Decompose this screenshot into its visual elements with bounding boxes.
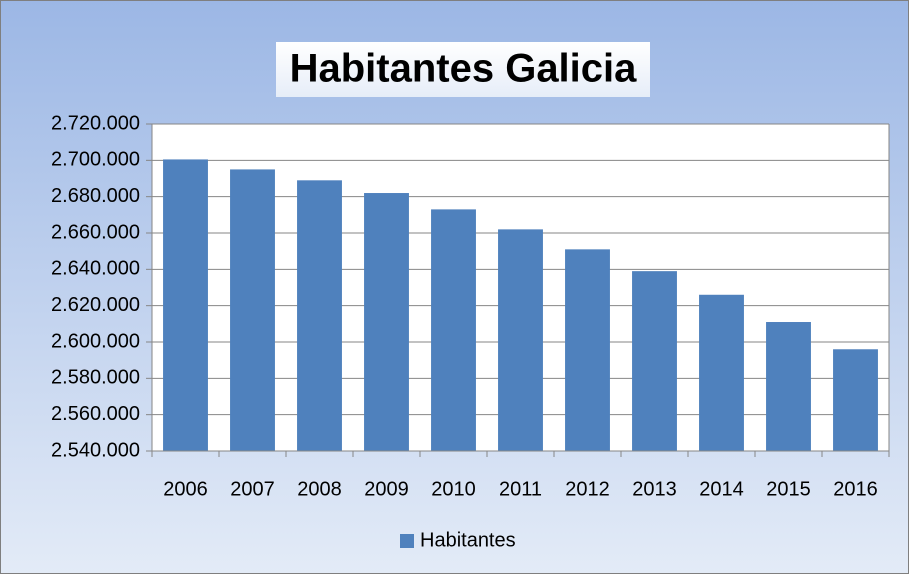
x-tick-label: 2012	[565, 478, 610, 500]
x-tick-label: 2010	[431, 478, 476, 500]
y-tick-label: 2.540.000	[51, 439, 140, 461]
bar	[766, 322, 811, 451]
y-tick-label: 2.560.000	[51, 403, 140, 425]
y-tick-label: 2.720.000	[51, 112, 140, 134]
legend-label: Habitantes	[420, 529, 516, 551]
y-tick-label: 2.600.000	[51, 330, 140, 352]
y-tick-label: 2.620.000	[51, 294, 140, 316]
bar	[699, 294, 744, 451]
x-tick-label: 2016	[833, 478, 878, 500]
bar	[230, 169, 275, 451]
y-tick-label: 2.660.000	[51, 221, 140, 243]
bar	[632, 271, 677, 451]
chart-title: Habitantes Galicia	[290, 47, 638, 91]
x-tick-label: 2015	[766, 478, 811, 500]
bar	[364, 193, 409, 452]
x-tick-label: 2006	[163, 478, 208, 500]
bar	[565, 249, 610, 451]
legend-swatch	[400, 534, 414, 548]
bar	[431, 209, 476, 451]
y-tick-label: 2.680.000	[51, 185, 140, 207]
bar	[498, 229, 543, 451]
x-tick-label: 2009	[364, 478, 409, 500]
bar	[297, 180, 342, 452]
y-tick-label: 2.640.000	[51, 258, 140, 280]
title-box	[276, 42, 650, 97]
x-tick-label: 2008	[297, 478, 342, 500]
x-tick-label: 2007	[230, 478, 275, 500]
x-tick-label: 2011	[499, 478, 542, 500]
x-tick-label: 2014	[699, 478, 744, 500]
bar	[833, 349, 878, 451]
bar	[163, 159, 208, 452]
y-tick-label: 2.700.000	[51, 149, 140, 171]
y-tick-label: 2.580.000	[51, 367, 140, 389]
x-tick-label: 2013	[632, 478, 677, 500]
